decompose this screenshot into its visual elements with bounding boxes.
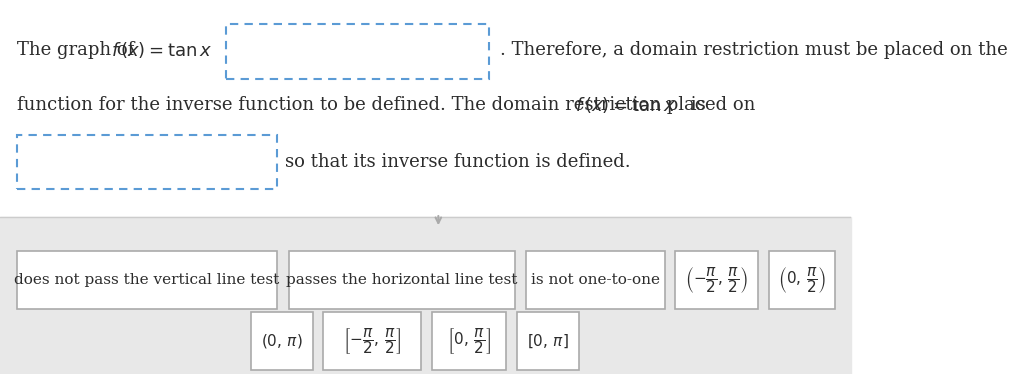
FancyBboxPatch shape (675, 251, 758, 309)
Text: $f\,(x) = \tan x$: $f\,(x) = \tan x$ (575, 95, 676, 115)
Text: $\left[-\dfrac{\pi}{2},\, \dfrac{\pi}{2}\right]$: $\left[-\dfrac{\pi}{2},\, \dfrac{\pi}{2}… (343, 326, 402, 356)
Text: $\left[0,\, \pi\right]$: $\left[0,\, \pi\right]$ (526, 332, 569, 350)
FancyBboxPatch shape (432, 312, 507, 370)
Text: $\left(-\dfrac{\pi}{2},\, \dfrac{\pi}{2}\right)$: $\left(-\dfrac{\pi}{2},\, \dfrac{\pi}{2}… (685, 264, 748, 295)
Text: $\left(0,\, \pi\right)$: $\left(0,\, \pi\right)$ (262, 332, 303, 350)
Text: passes the horizontal line test: passes the horizontal line test (286, 273, 518, 286)
FancyBboxPatch shape (526, 251, 664, 309)
Text: so that its inverse function is defined.: so that its inverse function is defined. (285, 153, 630, 171)
Text: is: is (685, 96, 706, 114)
FancyBboxPatch shape (18, 251, 277, 309)
Text: $\left[0,\, \dfrac{\pi}{2}\right]$: $\left[0,\, \dfrac{\pi}{2}\right]$ (447, 326, 491, 356)
FancyBboxPatch shape (517, 312, 579, 370)
FancyBboxPatch shape (323, 312, 421, 370)
Bar (0, 217, 851, 374)
FancyBboxPatch shape (289, 251, 515, 309)
Bar (0, 0, 851, 217)
Text: . Therefore, a domain restriction must be placed on the: . Therefore, a domain restriction must b… (501, 42, 1008, 59)
Text: does not pass the vertical line test: does not pass the vertical line test (14, 273, 279, 286)
Text: $\left(0,\, \dfrac{\pi}{2}\right)$: $\left(0,\, \dfrac{\pi}{2}\right)$ (778, 264, 826, 295)
Text: $f\,(x) = \tan x$: $f\,(x) = \tan x$ (110, 40, 212, 61)
Text: is not one-to-one: is not one-to-one (530, 273, 660, 286)
Text: The graph of: The graph of (18, 42, 140, 59)
FancyBboxPatch shape (768, 251, 835, 309)
Text: function for the inverse function to be defined. The domain restriction placed o: function for the inverse function to be … (18, 96, 761, 114)
FancyBboxPatch shape (251, 312, 313, 370)
